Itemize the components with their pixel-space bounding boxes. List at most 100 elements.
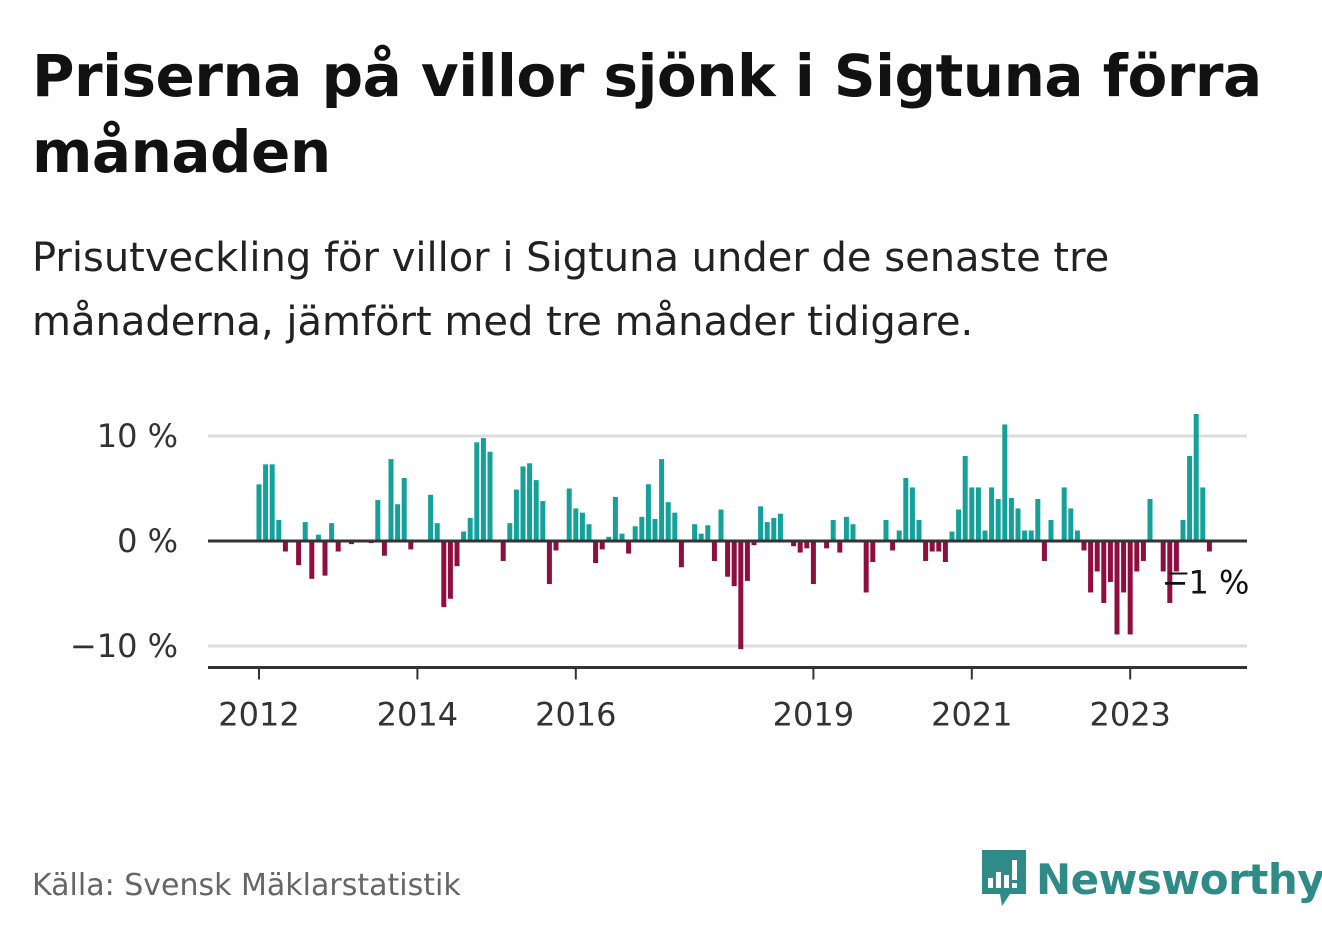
bar — [579, 512, 585, 541]
bar — [837, 541, 843, 553]
x-tick-label: 2023 — [1089, 696, 1170, 734]
bar — [1193, 413, 1199, 541]
bar — [507, 523, 513, 541]
bar — [348, 541, 354, 545]
bar — [282, 541, 288, 552]
bar — [381, 541, 387, 556]
bar — [513, 489, 519, 541]
bar — [751, 541, 757, 546]
bar — [995, 499, 1001, 541]
bar — [843, 516, 849, 541]
bar — [797, 541, 803, 553]
bar — [1180, 520, 1186, 541]
bar — [322, 541, 328, 576]
bar — [909, 487, 915, 541]
bar — [520, 466, 526, 541]
bar — [692, 524, 698, 541]
bar — [1147, 499, 1153, 541]
bar — [645, 484, 651, 541]
bar — [474, 442, 480, 541]
chart-title: Priserna på villor sjönk i Sigtuna förra… — [32, 42, 1262, 186]
bar — [883, 520, 889, 541]
bar — [276, 520, 282, 541]
bar — [764, 522, 770, 541]
bar — [1074, 530, 1080, 541]
bar — [434, 523, 440, 541]
bar — [632, 526, 638, 541]
bar — [1160, 541, 1166, 572]
bar — [652, 518, 658, 541]
x-tick-label: 2019 — [773, 696, 854, 734]
bar — [1048, 520, 1054, 541]
bar — [1101, 541, 1107, 603]
bar — [619, 533, 625, 541]
bar — [744, 541, 750, 581]
bar — [916, 520, 922, 541]
label-layer: 10 % 0 % −10 % 2012 2014 2016 2019 2021 2023 −1 % — [70, 417, 1250, 734]
end-value-label: −1 % — [1162, 564, 1250, 602]
bar — [863, 541, 869, 593]
bar — [936, 541, 942, 552]
bar — [718, 509, 724, 541]
bar — [480, 438, 486, 541]
bar — [329, 523, 335, 541]
bar — [804, 541, 810, 549]
bar — [1140, 541, 1146, 561]
bar — [586, 524, 592, 541]
bar — [1127, 541, 1133, 635]
bar — [256, 484, 262, 541]
bar — [1002, 424, 1008, 541]
bar — [731, 541, 737, 587]
bar — [824, 541, 830, 549]
bar — [1028, 530, 1034, 541]
bar — [698, 533, 704, 541]
y-tick-label: 0 % — [117, 522, 178, 560]
bar — [447, 541, 453, 599]
bar — [527, 463, 533, 541]
bar — [593, 541, 599, 564]
bar — [1041, 541, 1047, 561]
bar — [791, 541, 797, 547]
bar — [1121, 541, 1127, 593]
x-tick-label: 2014 — [377, 696, 458, 734]
bar — [678, 541, 684, 568]
bar — [388, 459, 394, 541]
bar — [962, 455, 968, 541]
bar — [408, 541, 414, 550]
bar — [487, 451, 493, 541]
bar — [573, 508, 579, 541]
bar — [454, 541, 460, 567]
bar — [975, 487, 981, 541]
bar — [639, 516, 645, 541]
bar — [566, 488, 572, 541]
bar — [1134, 541, 1140, 572]
bar — [1008, 497, 1014, 541]
bar — [540, 501, 546, 541]
bar — [335, 541, 341, 552]
bar — [1114, 541, 1120, 635]
bar — [982, 530, 988, 541]
bar — [659, 459, 665, 541]
bar — [989, 487, 995, 541]
bar — [1068, 508, 1074, 541]
brand-name: Newsworthy — [1036, 854, 1322, 904]
bar — [870, 541, 876, 562]
bar — [375, 500, 381, 541]
bar — [296, 541, 302, 566]
bar — [461, 531, 467, 541]
bar — [771, 517, 777, 541]
bar — [1187, 455, 1193, 541]
bar — [956, 509, 962, 541]
bar — [1200, 487, 1206, 541]
price-change-bar-chart: 10 % 0 % −10 % 2012 2014 2016 2019 2021 2023 −1 % — [70, 413, 1250, 734]
bar — [395, 504, 401, 541]
bar — [969, 487, 975, 541]
bar — [890, 541, 896, 551]
newsworthy-logo-icon — [982, 850, 1026, 906]
bar — [1081, 541, 1087, 551]
bar — [830, 520, 836, 541]
bar — [903, 478, 909, 541]
newsworthy-logo: Newsworthy — [980, 848, 1322, 910]
bar — [612, 496, 618, 541]
bar — [533, 480, 539, 541]
